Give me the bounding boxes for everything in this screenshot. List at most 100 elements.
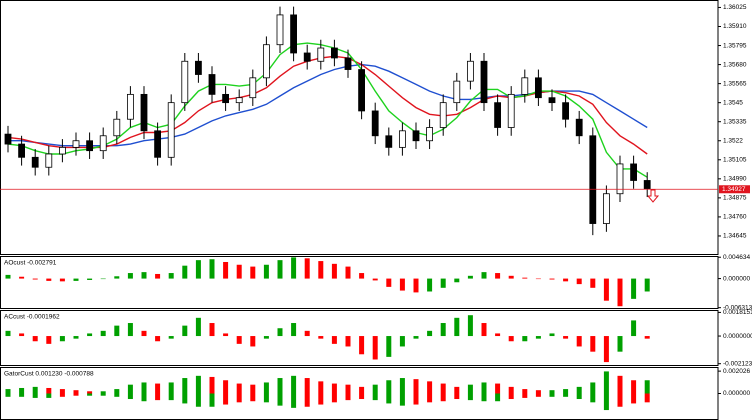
candle-body: [589, 135, 597, 224]
histogram-bar: [209, 323, 215, 337]
candle-body: [208, 74, 216, 95]
candle-body: [167, 102, 175, 158]
histogram-bar: [495, 273, 501, 279]
histogram-bar: [399, 336, 405, 347]
histogram-bar: [535, 278, 541, 280]
histogram-bar: [522, 277, 528, 279]
gator-bar: [250, 384, 256, 394]
gator-bar: [590, 393, 596, 403]
histogram-bar: [372, 278, 378, 281]
gator-bar: [631, 393, 637, 404]
histogram-bar: [467, 275, 473, 279]
gator-bar: [73, 393, 79, 396]
gator-bar: [563, 393, 569, 397]
candle-body: [643, 180, 651, 190]
y-tick-label: 1.34645: [723, 233, 747, 240]
candle-body: [616, 163, 624, 195]
candle-body: [453, 80, 461, 104]
gator-bar: [32, 386, 38, 394]
gator-bar: [631, 380, 637, 394]
gator-bar: [427, 381, 433, 394]
gator-bar: [59, 393, 65, 397]
histogram-bar: [454, 317, 460, 337]
histogram-bar: [291, 257, 297, 279]
panel-title: GatorCust 0.001230 -0.000788: [4, 371, 94, 378]
histogram-bar: [508, 336, 514, 342]
gator-bar: [590, 382, 596, 394]
histogram-bar: [263, 264, 269, 279]
gator-bar: [508, 393, 514, 400]
gator-bar: [155, 383, 161, 394]
histogram-bar: [32, 278, 38, 280]
candle-body: [45, 153, 53, 168]
gator-bar: [467, 393, 473, 401]
gator-bar: [182, 378, 188, 394]
histogram-bar: [59, 336, 65, 342]
histogram-bar: [19, 276, 25, 279]
histogram-bar: [359, 273, 365, 279]
gator-bar: [576, 393, 582, 400]
gator-bar: [195, 393, 201, 407]
gator-bar: [413, 393, 419, 405]
gator-bar: [87, 391, 93, 394]
histogram-bar: [236, 336, 242, 344]
histogram-bar: [5, 274, 11, 279]
histogram-bar: [427, 330, 433, 337]
histogram-bar: [481, 323, 487, 337]
candle-body: [99, 135, 107, 152]
y-tick-label: 1.35680: [723, 61, 747, 68]
gator-bar: [209, 393, 215, 407]
histogram-bar: [141, 272, 147, 279]
gator-bar: [100, 391, 106, 394]
gator-bar: [576, 386, 582, 394]
candle-body: [548, 97, 556, 104]
candle-body: [181, 60, 189, 104]
y-tick-label: 1.34990: [723, 176, 747, 183]
candle-body: [358, 69, 366, 112]
y-tick-label: 1.3522: [723, 137, 743, 144]
y-tick-label: 1.35335: [723, 118, 747, 125]
histogram-bar: [59, 278, 65, 282]
gator-bar: [59, 389, 65, 394]
candle-body: [127, 93, 134, 120]
y-tick-label: 0.000000: [723, 390, 750, 397]
histogram-bar: [277, 260, 283, 279]
gator-bar: [359, 393, 365, 400]
gator-bar: [291, 393, 297, 408]
histogram-bar: [590, 336, 596, 352]
histogram-bar: [291, 323, 297, 337]
gator-bar: [141, 382, 147, 394]
sell-arrow: [646, 189, 660, 203]
gator-bar: [291, 375, 297, 394]
histogram-bar: [372, 336, 378, 360]
y-tick-label: 1.36025: [723, 4, 747, 11]
candle-body: [385, 135, 393, 148]
gator-bar: [549, 390, 555, 394]
histogram-bar: [495, 333, 501, 337]
gator-bar: [331, 393, 337, 403]
gator-bar: [372, 384, 378, 394]
gator-bar: [195, 375, 201, 394]
histogram-bar: [617, 336, 623, 352]
histogram-bar: [590, 278, 596, 288]
histogram-bar: [155, 273, 161, 279]
histogram-bar: [481, 272, 487, 279]
gator-bar: [114, 389, 120, 394]
gator-bar: [19, 387, 25, 394]
candle-body: [398, 130, 406, 148]
histogram-bar: [413, 336, 419, 339]
histogram-bar: [440, 278, 446, 288]
gator-bar: [617, 393, 623, 407]
candle-body: [603, 193, 610, 224]
gator-bar: [454, 393, 460, 400]
histogram-bar: [331, 336, 337, 344]
histogram-bar: [522, 336, 528, 342]
histogram-bar: [440, 323, 446, 337]
histogram-bar: [73, 278, 79, 281]
histogram-bar: [318, 261, 324, 279]
gator-bar: [467, 384, 473, 394]
y-tick-label: 0.004634: [723, 254, 750, 261]
last-price-label: 1.34927: [722, 186, 746, 193]
histogram-bar: [168, 336, 174, 339]
gator-bar: [250, 393, 256, 402]
